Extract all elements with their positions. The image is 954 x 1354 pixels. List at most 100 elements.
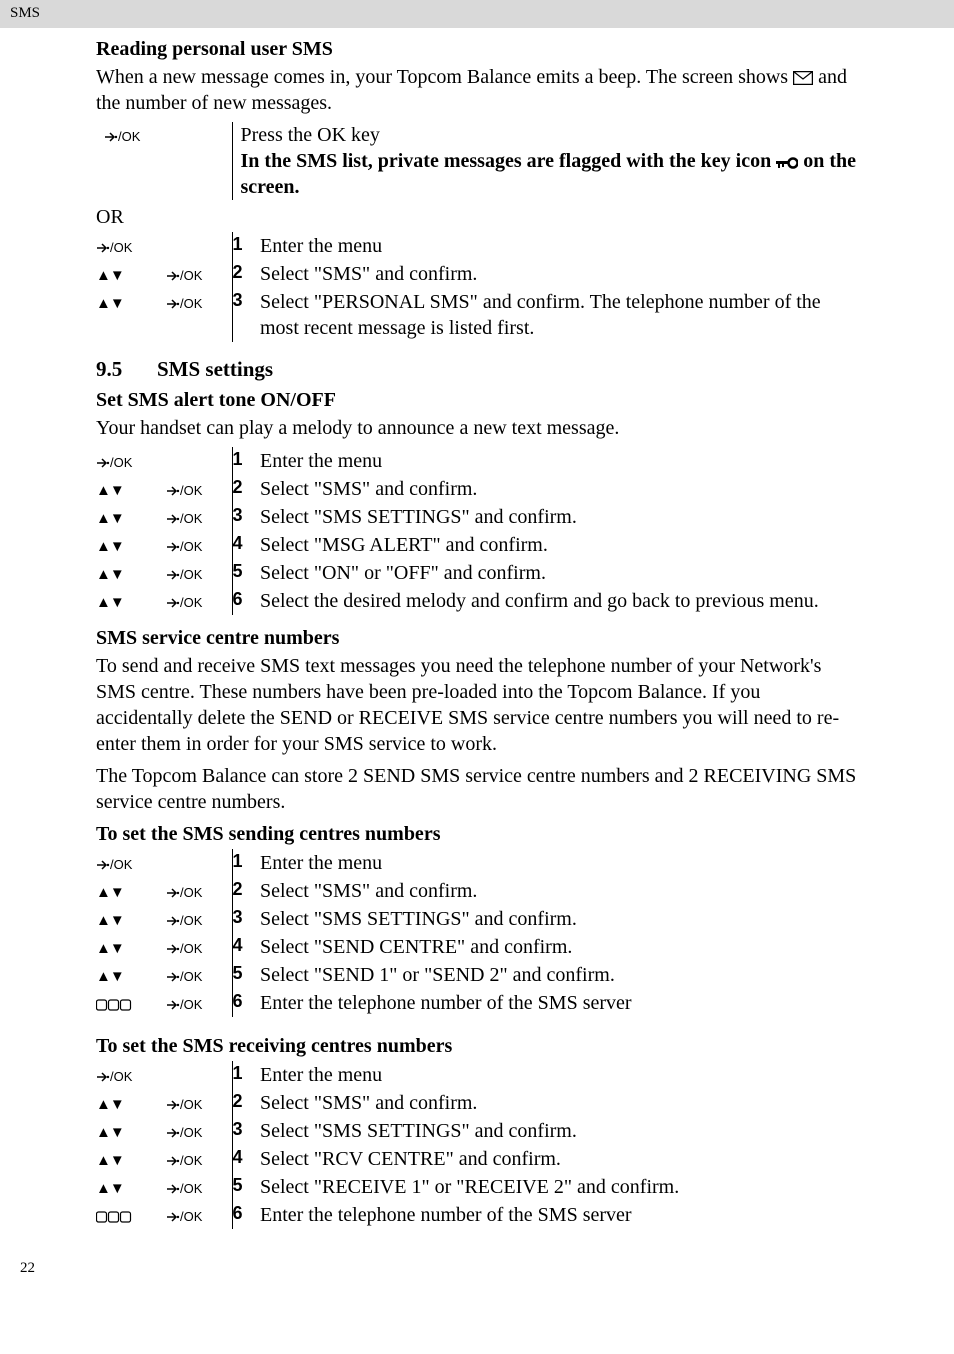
step-num: 2 <box>232 475 260 503</box>
step-text: Select "SMS SETTINGS" and confirm. <box>260 905 858 933</box>
or-label: OR <box>96 204 858 230</box>
table-row: ▲▼ /OK 2 Select "SMS" and confirm. <box>96 475 858 503</box>
key-icon <box>776 157 798 169</box>
step-text: Select "SEND CENTRE" and confirm. <box>260 933 858 961</box>
step-text: Select "RCV CENTRE" and confirm. <box>260 1145 858 1173</box>
table-row: ▲▼ /OK 3 Select "SMS SETTINGS" and confi… <box>96 503 858 531</box>
step-text: Enter the menu <box>260 447 858 475</box>
press-ok-text: Press the OK key <box>232 122 858 148</box>
table-row: ▲▼ /OK 4 Select "SEND CENTRE" and confir… <box>96 933 858 961</box>
step-num: 3 <box>232 288 260 342</box>
updown-icon: ▲▼ <box>96 884 124 901</box>
step-num: 1 <box>232 232 260 260</box>
table-row: ▲▼ /OK 5 Select "SEND 1" or "SEND 2" and… <box>96 961 858 989</box>
updown-icon: ▲▼ <box>96 968 124 985</box>
ok-key-icon: /OK <box>166 268 202 283</box>
ok-key-icon: /OK <box>166 1181 202 1196</box>
step-num: 2 <box>232 260 260 288</box>
table-row: ▲▼ /OK 3 Select "SMS SETTINGS" and confi… <box>96 1117 858 1145</box>
step-num: 6 <box>232 1201 260 1229</box>
step-text: Enter the menu <box>260 849 858 877</box>
flag-text-pre: In the SMS list, private messages are fl… <box>241 150 777 172</box>
updown-icon: ▲▼ <box>96 267 124 284</box>
step-num: 4 <box>232 531 260 559</box>
step-num: 4 <box>232 1145 260 1173</box>
table-row: /OK 6 Enter the telephone number of the … <box>96 1201 858 1229</box>
table-row: ▲▼ /OK 2 Select "SMS" and confirm. <box>96 877 858 905</box>
ok-key-icon: /OK <box>166 969 202 984</box>
step-num: 4 <box>232 933 260 961</box>
table-row: ▲▼ /OK 5 Select "RECEIVE 1" or "RECEIVE … <box>96 1173 858 1201</box>
step-text: Select "MSG ALERT" and confirm. <box>260 531 858 559</box>
table-row: /OK 6 Enter the telephone number of the … <box>96 989 858 1017</box>
keypad-icon <box>96 997 132 1012</box>
ok-key-icon: /OK <box>96 857 132 872</box>
send-title: To set the SMS sending centres numbers <box>96 821 858 847</box>
section-number: 9.5 <box>96 356 152 383</box>
alert-title: Set SMS alert tone ON/OFF <box>96 387 858 413</box>
section-heading: 9.5 SMS settings <box>96 356 858 383</box>
table-row: /OK 1 Enter the menu <box>96 447 858 475</box>
step-num: 3 <box>232 503 260 531</box>
step-text: Enter the telephone number of the SMS se… <box>260 989 858 1017</box>
ok-key-icon: /OK <box>166 1153 202 1168</box>
centre-title: SMS service centre numbers <box>96 625 858 651</box>
step-num: 1 <box>232 849 260 877</box>
ok-key-icon: /OK <box>166 1097 202 1112</box>
table-row: ▲▼ /OK 2 Select "SMS" and confirm. <box>96 1089 858 1117</box>
step-text: Select "SEND 1" or "SEND 2" and confirm. <box>260 961 858 989</box>
step-num: 6 <box>232 989 260 1017</box>
recv-title: To set the SMS receiving centres numbers <box>96 1033 858 1059</box>
reading-intro: When a new message comes in, your Topcom… <box>96 64 858 116</box>
step-text: Enter the menu <box>260 1061 858 1089</box>
updown-icon: ▲▼ <box>96 594 124 611</box>
envelope-icon <box>793 71 813 85</box>
step-text: Select "PERSONAL SMS" and confirm. The t… <box>260 288 858 342</box>
step-text: Enter the menu <box>260 232 858 260</box>
keypad-icon <box>96 1209 132 1224</box>
table-row: ▲▼ /OK 3 Select "SMS SETTINGS" and confi… <box>96 905 858 933</box>
step-text: Select the desired melody and confirm an… <box>260 587 858 615</box>
step-text: Select "ON" or "OFF" and confirm. <box>260 559 858 587</box>
updown-icon: ▲▼ <box>96 510 124 527</box>
step-text: Select "SMS SETTINGS" and confirm. <box>260 503 858 531</box>
table-row: ▲▼ /OK 6 Select the desired melody and c… <box>96 587 858 615</box>
ok-key-icon: /OK <box>166 511 202 526</box>
table-row: ▲▼ /OK 2 Select "SMS" and confirm. <box>96 260 858 288</box>
ok-key-icon: /OK <box>166 483 202 498</box>
updown-icon: ▲▼ <box>96 538 124 555</box>
send-steps: /OK 1 Enter the menu ▲▼ /OK 2 Select "SM… <box>96 849 858 1017</box>
ok-key-icon: /OK <box>166 539 202 554</box>
table-row: /OK 1 Enter the menu <box>96 232 858 260</box>
section-title: SMS settings <box>157 357 273 381</box>
step-text: Select "SMS SETTINGS" and confirm. <box>260 1117 858 1145</box>
ok-key-icon: /OK <box>166 567 202 582</box>
updown-icon: ▲▼ <box>96 295 124 312</box>
step-num: 5 <box>232 559 260 587</box>
updown-icon: ▲▼ <box>96 940 124 957</box>
step-num: 1 <box>232 447 260 475</box>
ok-key-icon: /OK <box>104 129 140 144</box>
table-row: /OK 1 Enter the menu <box>96 849 858 877</box>
reading-intro-pre: When a new message comes in, your Topcom… <box>96 66 793 88</box>
ok-key-icon: /OK <box>96 1069 132 1084</box>
recv-steps: /OK 1 Enter the menu ▲▼ /OK 2 Select "SM… <box>96 1061 858 1229</box>
step-text: Select "SMS" and confirm. <box>260 1089 858 1117</box>
step-text: Select "SMS" and confirm. <box>260 475 858 503</box>
step-num: 3 <box>232 905 260 933</box>
page-number: 22 <box>20 1259 35 1279</box>
updown-icon: ▲▼ <box>96 566 124 583</box>
table-row: /OK 1 Enter the menu <box>96 1061 858 1089</box>
step-text: Enter the telephone number of the SMS se… <box>260 1201 858 1229</box>
alert-steps: /OK 1 Enter the menu ▲▼ /OK 2 Select "SM… <box>96 447 858 615</box>
centre-para2: The Topcom Balance can store 2 SEND SMS … <box>96 763 858 815</box>
ok-key-icon: /OK <box>166 941 202 956</box>
table-row: ▲▼ /OK 4 Select "RCV CENTRE" and confirm… <box>96 1145 858 1173</box>
table-row: ▲▼ /OK 3 Select "PERSONAL SMS" and confi… <box>96 288 858 342</box>
ok-key-icon: /OK <box>166 997 202 1012</box>
step-num: 5 <box>232 1173 260 1201</box>
step-text: Select "SMS" and confirm. <box>260 877 858 905</box>
centre-para1: To send and receive SMS text messages yo… <box>96 653 858 757</box>
ok-key-icon: /OK <box>166 1209 202 1224</box>
table-row: ▲▼ /OK 4 Select "MSG ALERT" and confirm. <box>96 531 858 559</box>
